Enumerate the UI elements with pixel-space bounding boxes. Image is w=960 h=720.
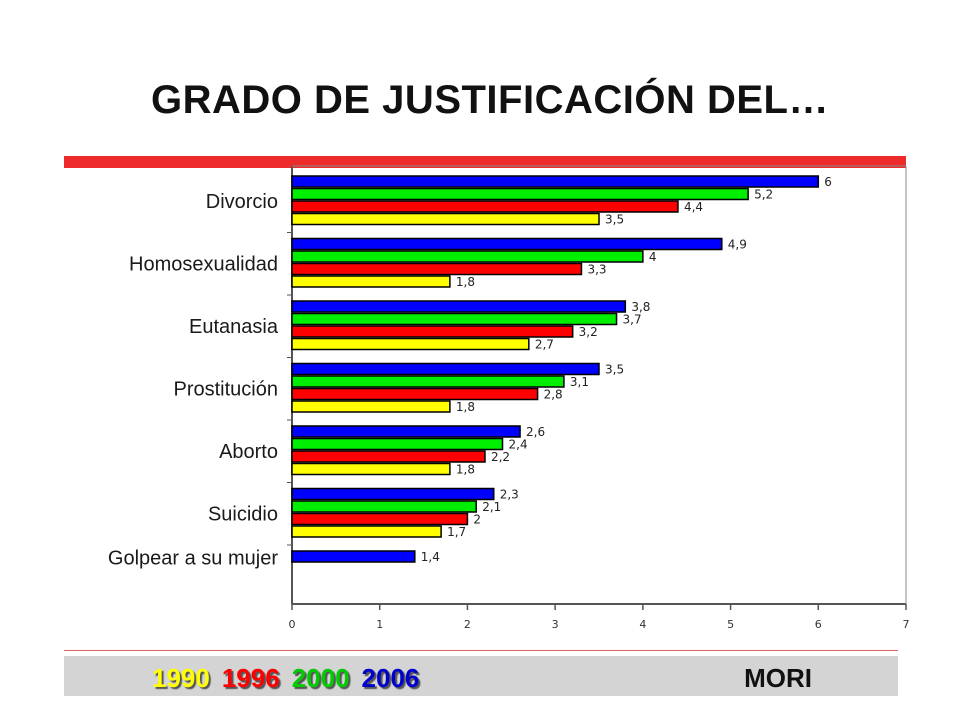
- bar-2000-2: [291, 312, 618, 326]
- legend-year-1990: 1990: [152, 663, 210, 693]
- bar-2006-4: [291, 425, 521, 438]
- value-label-1996-0: 4,4: [684, 200, 703, 214]
- value-label-1990-4: 1,8: [456, 463, 475, 477]
- legend-year-2006: 2006: [361, 663, 420, 693]
- category-label-6: Golpear a su mujer: [108, 547, 278, 569]
- category-labels-layer: Divorcio Homosexualidad Eutanasia Prostituc…: [108, 191, 279, 569]
- bar-2000-0: [291, 187, 749, 201]
- bar-1996-5: [291, 512, 469, 526]
- value-label-2000-1: 4: [649, 250, 657, 264]
- x-tick-label-1: 1: [376, 618, 383, 631]
- bar-2000-5: [291, 500, 477, 513]
- bar-1996-2: [291, 325, 574, 338]
- category-label-4: Aborto: [219, 441, 278, 463]
- value-label-2000-3: 3,1: [570, 375, 589, 389]
- bar-1990-2: [291, 337, 530, 351]
- bar-1996-3: [291, 387, 539, 401]
- bar-1996-4: [291, 450, 486, 463]
- source-label: MORI: [744, 663, 812, 693]
- bar-2000-3: [291, 375, 565, 388]
- bar-1996-0: [291, 200, 679, 213]
- bar-1990-4: [291, 462, 451, 476]
- value-label-2000-5: 2,1: [482, 500, 501, 514]
- category-label-2: Eutanasia: [189, 316, 279, 338]
- category-label-3: Prostitución: [174, 379, 279, 401]
- x-tick-label-6: 6: [815, 618, 822, 631]
- bar-2006-1: [291, 237, 723, 251]
- value-label-2006-2: 3,8: [631, 300, 650, 314]
- value-label-1996-4: 2,2: [491, 450, 510, 464]
- legend-year-1996: 1996: [221, 663, 280, 693]
- value-label-1990-0: 3,5: [605, 213, 624, 227]
- bar-2000-1: [291, 250, 644, 263]
- bar-2006-6: [291, 550, 416, 563]
- value-label-2000-4: 2,4: [509, 438, 528, 452]
- title-underline-bar: [64, 156, 906, 168]
- bars-layer: [291, 175, 820, 563]
- legend-year-2000: 2000: [291, 663, 350, 693]
- x-axis-ticks-layer: 0 1 2 3 4 5 6 7: [289, 604, 910, 631]
- bar-1990-3: [291, 400, 451, 413]
- value-label-1996-3: 2,8: [544, 388, 563, 402]
- bar-1990-0: [291, 212, 600, 226]
- legend-years: 1990 1996 2000 2006: [152, 663, 431, 694]
- value-label-1990-5: 1,7: [447, 525, 466, 539]
- value-label-1996-1: 3,3: [587, 263, 606, 277]
- category-label-0: Divorcio: [206, 191, 278, 213]
- value-label-2006-1: 4,9: [728, 238, 747, 252]
- value-label-1996-5: 2: [473, 513, 481, 527]
- x-tick-label-3: 3: [552, 618, 559, 631]
- slide-title: GRADO DE JUSTIFICACIÓN DEL…: [151, 78, 829, 122]
- value-label-2006-5: 2,3: [500, 488, 519, 502]
- value-label-1990-1: 1,8: [456, 275, 475, 289]
- x-tick-label-2: 2: [464, 618, 471, 631]
- value-labels-layer: 6 5,2 4,4 3,5 4,9 4 3,3 1,8 3,83,7 3,2 2,7 3,5 3,1 2,…: [421, 175, 832, 564]
- value-label-2006-3: 3,5: [605, 363, 624, 377]
- bar-2006-5: [291, 487, 495, 501]
- bar-2000-4: [291, 437, 504, 451]
- bar-1996-1: [291, 262, 583, 276]
- value-label-1990-3: 1,8: [456, 400, 475, 414]
- category-label-1: Homosexualidad: [129, 254, 278, 276]
- footer-bar: 1990 1996 2000 2006 MORI: [64, 656, 898, 696]
- bar-1990-5: [291, 525, 442, 538]
- value-label-1990-2: 2,7: [535, 338, 554, 352]
- value-label-2006-0: 6: [824, 175, 832, 189]
- bar-2006-0: [291, 175, 820, 188]
- bar-2006-3: [291, 362, 600, 376]
- category-label-5: Suicidio: [208, 504, 278, 526]
- x-tick-label-7: 7: [903, 618, 910, 631]
- value-label-2006-6: 1,4: [421, 550, 440, 564]
- footer-divider: [64, 650, 898, 651]
- x-tick-label-4: 4: [639, 618, 646, 631]
- value-label-2000-0: 5,2: [754, 188, 773, 202]
- value-label-2000-2: 3,7: [623, 313, 642, 327]
- x-tick-label-5: 5: [727, 618, 734, 631]
- bar-1990-1: [291, 275, 451, 288]
- value-label-1996-2: 3,2: [579, 325, 598, 339]
- x-tick-label-0: 0: [289, 618, 296, 631]
- bar-2006-2: [291, 300, 627, 313]
- value-label-2006-4: 2,6: [526, 425, 545, 439]
